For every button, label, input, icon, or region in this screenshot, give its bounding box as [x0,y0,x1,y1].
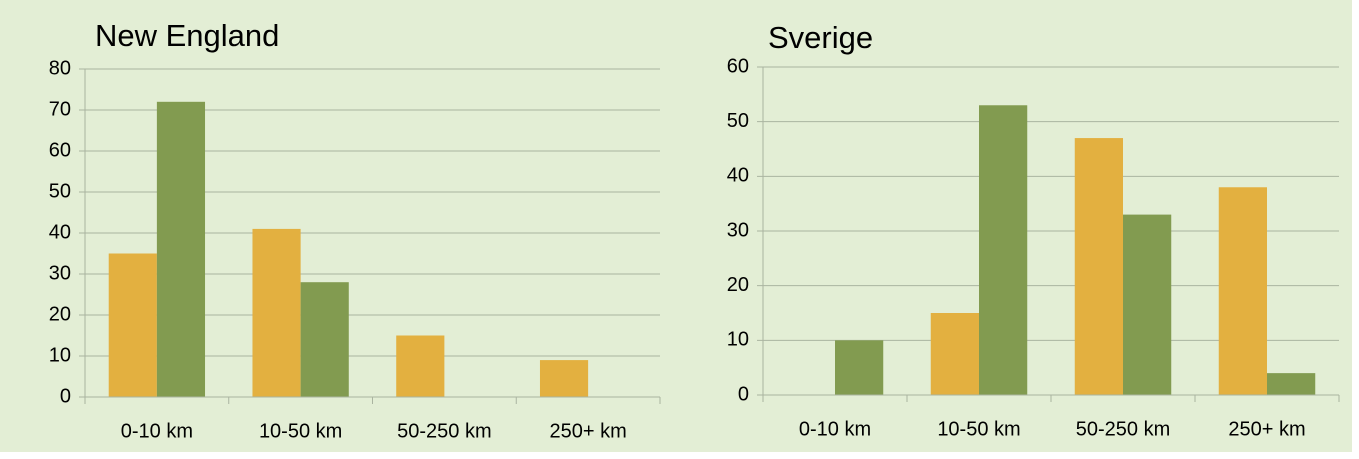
y-tick-label: 40 [49,221,71,243]
chart-title: Sverige [768,20,873,55]
y-tick-label: 60 [727,55,749,77]
bar [108,253,157,397]
bar [1123,214,1172,395]
x-tick-label: 50-250 km [397,420,492,442]
y-tick-label: 30 [727,219,749,241]
y-tick-label: 60 [49,139,71,161]
bar [835,340,884,395]
x-tick-label: 10-50 km [937,418,1020,440]
y-tick-label: 10 [727,329,749,351]
y-tick-label: 30 [49,262,71,284]
y-tick-label: 40 [727,165,749,187]
bar [300,282,349,397]
bar [1267,373,1316,395]
bar [396,335,445,397]
y-tick-label: 20 [49,303,71,325]
x-tick-label: 250+ km [549,420,626,442]
bar [156,101,206,398]
y-tick-label: 0 [738,383,749,405]
x-tick-label: 250+ km [1228,418,1305,440]
chart-title: New England [95,18,279,53]
x-tick-label: 10-50 km [259,420,342,442]
y-tick-label: 70 [49,98,71,120]
bar [930,313,979,395]
y-tick-label: 20 [727,274,749,296]
x-tick-label: 0-10 km [121,420,193,442]
x-tick-label: 0-10 km [799,418,871,440]
y-tick-label: 10 [49,344,71,366]
bar [979,105,1028,396]
bar [1074,138,1123,396]
y-tick-label: 0 [60,385,71,407]
x-tick-label: 50-250 km [1076,418,1171,440]
bar [1218,187,1267,395]
y-tick-label: 50 [727,110,749,132]
y-tick-label: 50 [49,180,71,202]
bar [252,228,301,397]
y-tick-label: 80 [49,57,71,79]
bar [539,360,589,397]
